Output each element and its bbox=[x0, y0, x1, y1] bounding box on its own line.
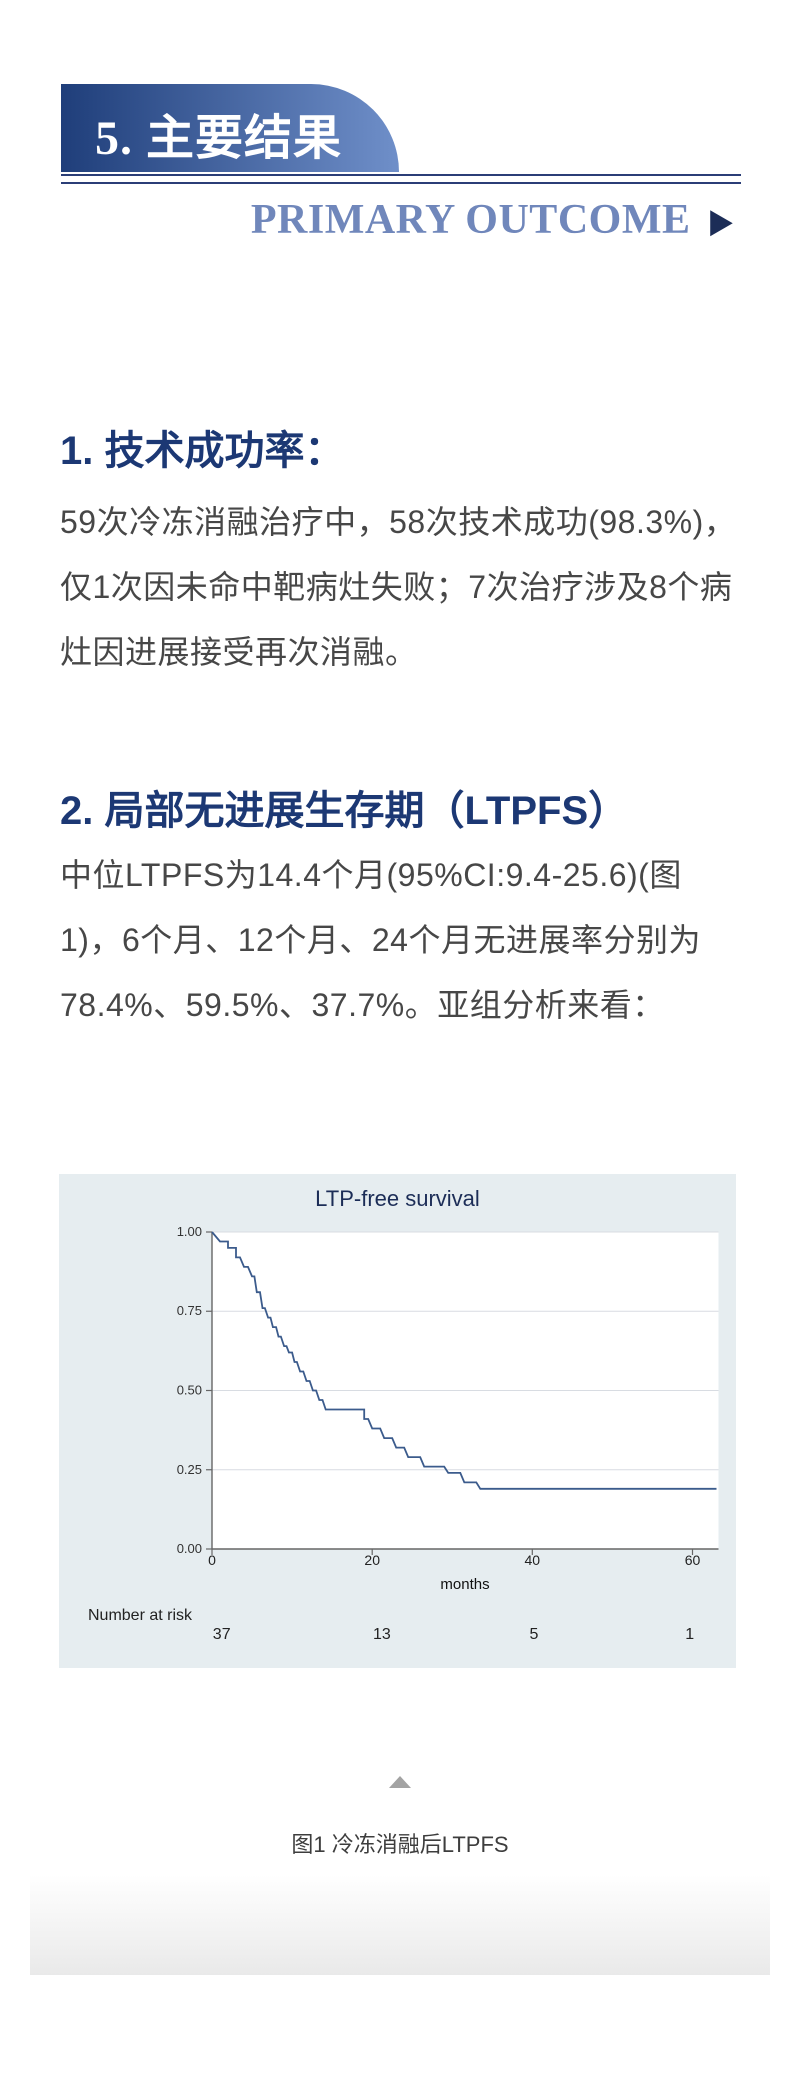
svg-text:0.00: 0.00 bbox=[176, 1541, 201, 1556]
svg-text:20: 20 bbox=[364, 1552, 380, 1568]
svg-text:0: 0 bbox=[208, 1552, 216, 1568]
svg-text:0.50: 0.50 bbox=[176, 1383, 201, 1398]
svg-text:0.25: 0.25 bbox=[176, 1462, 201, 1477]
svg-text:40: 40 bbox=[524, 1552, 540, 1568]
svg-text:months: months bbox=[440, 1576, 489, 1593]
svg-text:0.75: 0.75 bbox=[176, 1303, 201, 1318]
svg-text:60: 60 bbox=[684, 1552, 700, 1568]
svg-text:1.00: 1.00 bbox=[176, 1224, 201, 1239]
